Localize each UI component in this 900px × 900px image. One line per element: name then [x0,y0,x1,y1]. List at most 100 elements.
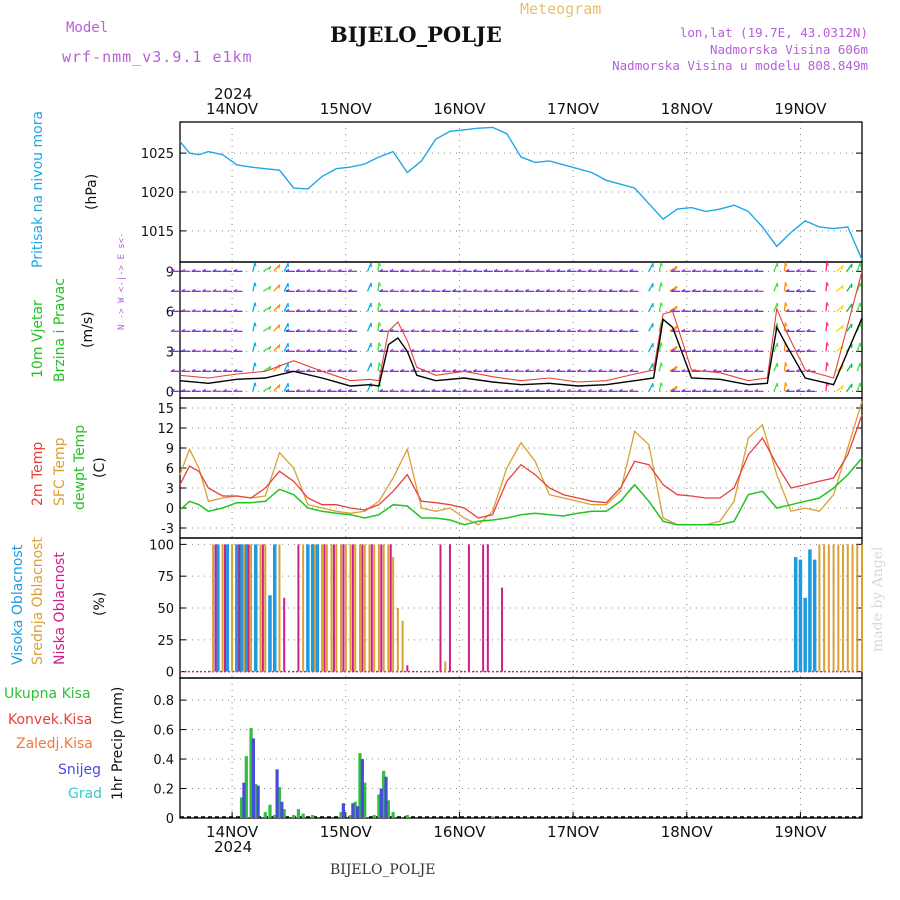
wind-arrow-head [618,348,623,352]
wind-arrow-head [295,388,300,392]
wind-arrow [648,263,654,272]
wind-arrow-head [556,388,561,392]
wind-arrow [825,262,828,272]
cloud-bar [354,544,357,672]
wind-arrow-head [535,388,540,392]
wind-arrow-head [278,384,281,389]
wind-arrow-head [212,388,217,392]
precip-bar [348,815,353,818]
wind-arrow-head [545,388,550,392]
wind-arrow-head [452,268,457,272]
wind-arrow-head [201,308,207,312]
cloud-bar [861,544,863,672]
wind-arrow-head [785,368,790,372]
temp-2m-line [179,414,863,519]
wind-arrow-head [316,288,321,292]
wind-arrow-head [566,388,571,392]
wind-arrow [648,283,654,292]
cloud-bar [259,544,262,672]
wind-arrow-head [483,368,488,372]
wind-arrow-head [660,262,663,267]
precip-bar [382,770,386,818]
cloud-bar [467,544,470,672]
wind-arrow-head [254,322,257,327]
wind-arrow-head [399,388,405,392]
wind-arrow-head [712,288,717,292]
wind-arrow-head [420,348,425,352]
wind-arrow-head [674,286,678,291]
cloud-bar [268,595,272,672]
wind-arrow-head [784,262,788,267]
cloud-bar [363,544,366,672]
wind-arrow [262,305,272,312]
wind-arrow-head [691,328,696,332]
cloud-bar [351,544,354,672]
precip-bar [251,738,256,818]
wind-arrow-head [670,348,675,352]
wind-arrow-head [191,308,196,312]
wind-arrow-head [201,348,207,352]
wind-arrow [658,262,662,272]
wind-arrow-head [743,348,748,352]
wind-arrow-head [233,268,238,272]
wind-arrow-head [222,308,227,312]
sfc-temp-line [179,401,863,526]
wind-arrow [273,304,281,312]
cloud-bar [297,544,300,672]
wind-arrow-head [504,308,509,312]
wind-arrow-head [212,268,217,272]
wind-arrow-head [170,328,175,332]
wind-arrow-head [254,342,257,347]
wind-arrow-head [431,308,436,312]
wind-arrow-head [608,268,613,272]
cloud-bar [254,544,258,672]
wind-arrow-head [278,324,281,329]
wind-arrow-head [278,284,281,289]
wind-arrow-head [795,268,800,272]
precip-bar [356,806,360,818]
wind-arrow [825,362,828,372]
wind-arrow-head [545,288,550,292]
precip-bar [263,812,267,818]
wind-arrow-head [722,388,728,392]
wind-arrow-head [702,308,707,312]
y-tick-label: 0 [166,666,174,681]
precip-bar [280,801,284,818]
wind-arrow-head [504,348,509,352]
x-label-bottom: 18NOV [661,823,714,841]
legend-convective-rain: Konvek.Kisa [8,712,93,728]
wind-arrow-head [535,348,540,352]
wind-arrow-head [254,382,257,387]
cloud-bar [302,544,305,672]
cloud-bar [231,544,234,672]
wind-arrow-head [566,328,571,332]
wind-arrow-head [493,328,498,332]
wind-arrow-head [859,282,862,287]
wind-arrow-head [629,368,634,372]
cloud-bar [380,544,383,672]
model-label: Model [66,20,109,36]
wind-arrow-head [577,328,582,332]
wind-arrow [377,322,380,332]
wind-arrow-head [378,362,382,367]
wind-arrow-head [859,302,862,307]
wind-arrow-head [441,348,446,352]
wind-arrow [773,382,778,392]
wind-arrow-head [629,268,634,272]
wind-arrow [836,265,844,272]
wind-arrow-head [379,308,384,312]
wind-arrow-head [316,348,321,352]
wind-arrow-head [566,368,571,372]
precip-bar [256,785,260,818]
wind-arrow [366,342,372,352]
wind-arrow-head [181,288,186,292]
wind-arrow-head [743,288,748,292]
cloud-bar [221,544,224,672]
wind-arrow-head [420,268,425,272]
cloud-bar [439,544,442,672]
wind-arrow-head [514,288,519,292]
wind-arrow-head [504,288,509,292]
wind-arrow [648,363,654,372]
wind-arrow-head [597,348,602,352]
wind-arrow-head [327,388,332,392]
